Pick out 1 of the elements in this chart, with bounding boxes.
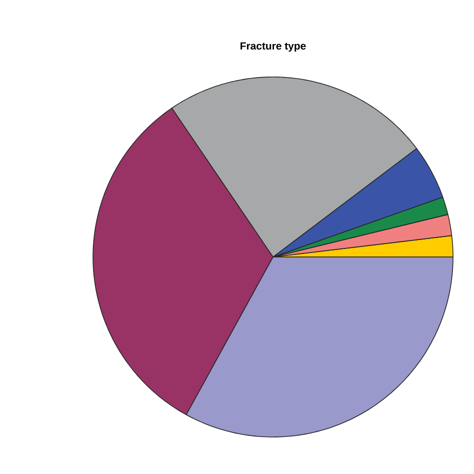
chart-title: Fracture type xyxy=(240,42,306,52)
